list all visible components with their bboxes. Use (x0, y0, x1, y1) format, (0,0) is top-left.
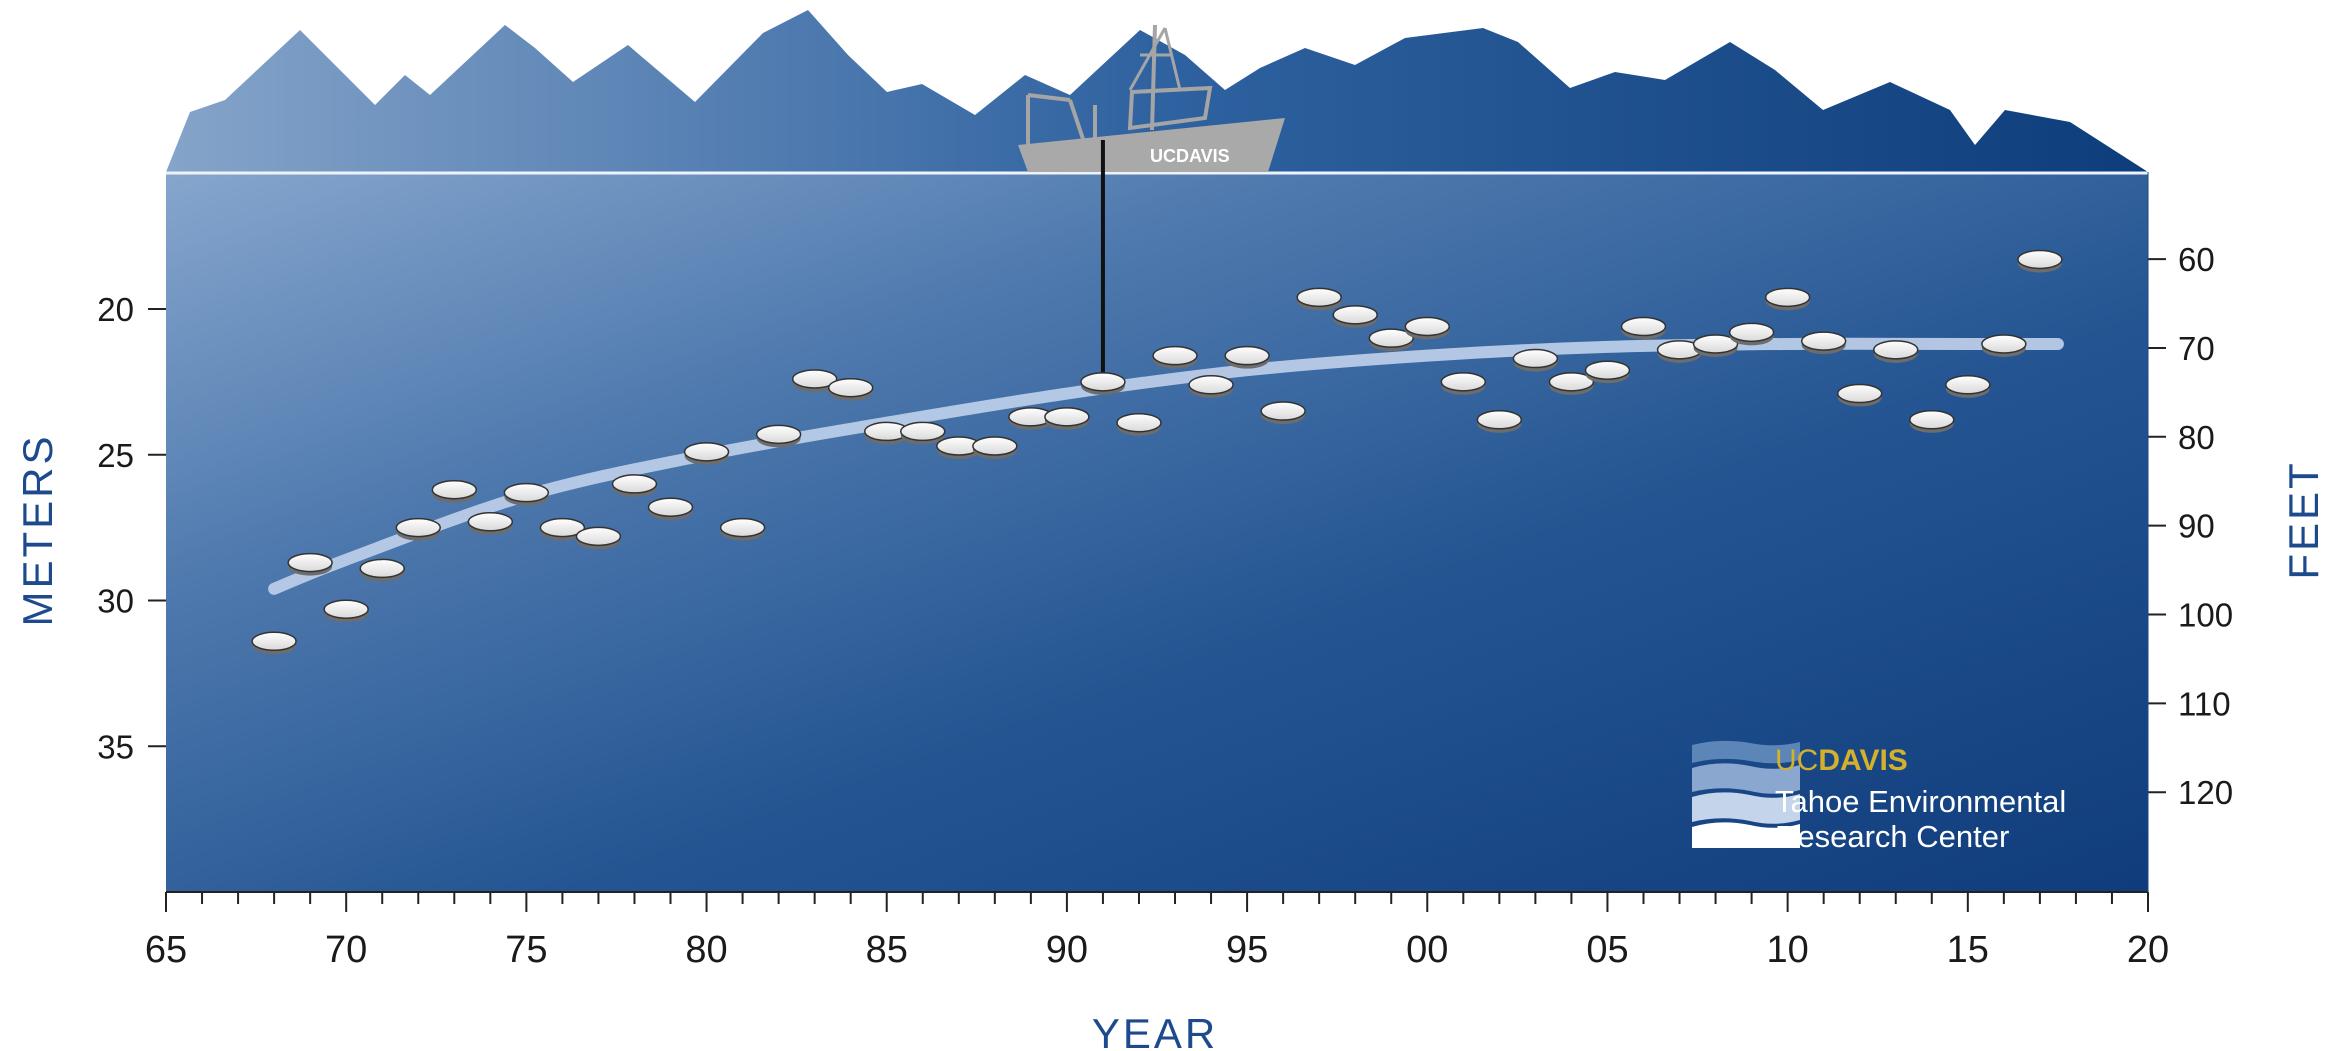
x-tick-label: 80 (685, 929, 727, 971)
y-right-tick-label: 60 (2178, 241, 2215, 278)
secchi-disk-point (647, 497, 694, 521)
ucdavis-terc-logo: UCDAVIS Tahoe Environmental Research Cen… (1692, 740, 2066, 854)
secchi-disk-point (1692, 334, 1739, 357)
secchi-disk-point (1656, 340, 1703, 363)
secchi-disk-point (251, 631, 297, 655)
x-axis-title: YEAR (1092, 1010, 1218, 1051)
secchi-disk-point (287, 552, 333, 576)
y-left-tick-label: 35 (97, 728, 134, 765)
secchi-disk-point (323, 599, 369, 623)
secchi-disk-point (431, 479, 478, 503)
secchi-disk-point (1764, 287, 1811, 311)
y-right-tick-label: 80 (2178, 419, 2215, 456)
secchi-disk-point (863, 421, 910, 445)
x-tick-label: 05 (1586, 929, 1628, 971)
data-points (251, 249, 2063, 655)
secchi-disk-point (1836, 383, 1883, 407)
secchi-disk-point (1332, 305, 1378, 328)
y-right-tick-label: 120 (2178, 774, 2233, 811)
secchi-disk-point (1404, 316, 1451, 340)
secchi-disk-point (1440, 372, 1487, 395)
y-axis-title-left: METERS (14, 433, 61, 626)
secchi-disk-point (1620, 316, 1667, 340)
secchi-disk-point (1584, 360, 1631, 384)
secchi-disk-point (575, 526, 622, 550)
secchi-disk-point (719, 517, 766, 541)
boat-label: UCDAVIS (1150, 146, 1230, 166)
secchi-disk-point (1981, 334, 2027, 357)
x-minor-ticks (165, 892, 2149, 912)
x-tick-label: 65 (145, 929, 187, 971)
research-boat: UCDAVIS (1018, 24, 1285, 172)
logo-line1: Tahoe Environmental (1775, 784, 2066, 819)
secchi-disk-point (972, 436, 1018, 460)
y-axis-title-right: FEET (2280, 460, 2327, 579)
secchi-disk-point (827, 377, 874, 401)
secchi-disk-point (1260, 401, 1306, 425)
secchi-disk-point (936, 436, 982, 460)
secchi-disk-point (1872, 340, 1919, 363)
secchi-disk-point (611, 474, 658, 497)
x-tick-label: 85 (866, 929, 908, 971)
y-right-tick-label: 70 (2178, 330, 2215, 367)
secchi-disk-point (359, 558, 405, 582)
secchi-disk-point (755, 424, 802, 448)
y-right-tick-label: 100 (2178, 596, 2233, 633)
secchi-disk-point (1080, 372, 1126, 395)
x-tick-label: 20 (2127, 929, 2169, 971)
y-left-tick-label: 20 (97, 291, 134, 328)
x-tick-label: 90 (1046, 929, 1088, 971)
x-tick-label: 10 (1766, 929, 1808, 971)
y-right-ticks: 60 70 80 90 100 110 120 (2147, 172, 2233, 892)
x-tick-label: 00 (1406, 929, 1448, 971)
secchi-disk-point (1224, 345, 1270, 369)
x-tick-labels: 65 70 75 80 85 90 95 00 05 10 15 20 (145, 929, 2169, 971)
secchi-disk-point (1512, 348, 1559, 372)
secchi-disk-point (1152, 345, 1198, 369)
secchi-disk-point (1116, 412, 1162, 436)
y-left-tick-label: 30 (97, 583, 134, 620)
logo-line2: Research Center (1775, 819, 2009, 854)
secchi-disk-point (1909, 410, 1955, 433)
secchi-disk-point (1188, 375, 1234, 398)
secchi-disk-point (1044, 407, 1090, 430)
y-right-tick-label: 110 (2178, 685, 2231, 722)
y-left-ticks: 20 25 30 35 (97, 291, 166, 765)
secchi-disk-point (503, 482, 550, 506)
secchi-disk-point (1476, 410, 1523, 433)
y-right-tick-label: 90 (2178, 508, 2215, 545)
logo-brand: UCDAVIS (1775, 744, 1908, 777)
x-tick-label: 70 (325, 929, 367, 971)
y-left-tick-label: 25 (97, 437, 134, 474)
secchi-disk-point (539, 517, 586, 541)
wave-layers-icon (1692, 740, 1800, 848)
secchi-disk-point (1728, 322, 1775, 346)
secchi-disk-point (395, 517, 442, 541)
secchi-disk-point (1548, 372, 1595, 395)
secchi-disk-point (1945, 375, 1991, 398)
x-tick-label: 15 (1947, 929, 1989, 971)
secchi-disk-point (791, 369, 838, 392)
secchi-disk-point (467, 512, 514, 535)
secchi-disk-point (1800, 331, 1847, 355)
secchi-disk-point (900, 421, 946, 445)
secchi-disk-point (1368, 328, 1414, 352)
secchi-disk-point (2017, 249, 2063, 273)
secchi-disk-point (1296, 287, 1342, 311)
secchi-disk-point (683, 442, 730, 465)
x-tick-label: 95 (1226, 929, 1268, 971)
x-tick-label: 75 (505, 929, 547, 971)
